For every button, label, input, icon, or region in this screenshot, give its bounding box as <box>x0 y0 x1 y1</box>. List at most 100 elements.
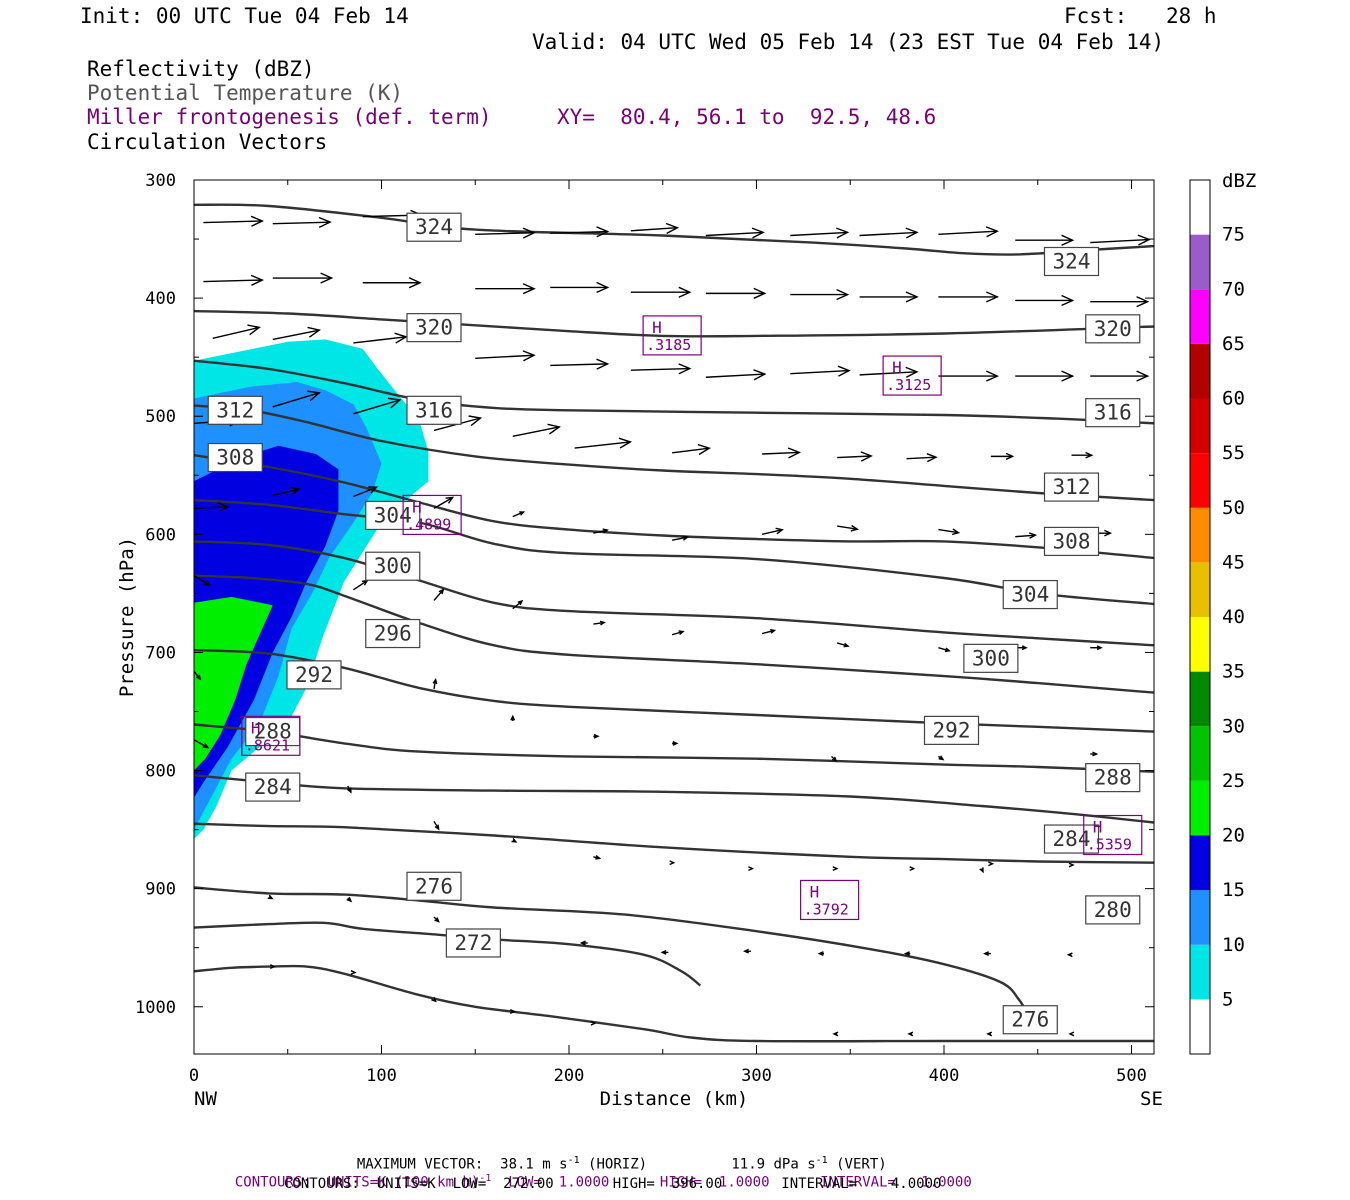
field-frontogenesis: Miller frontogenesis (def. term) <box>87 105 492 129</box>
contour-label-box <box>1085 398 1141 428</box>
vector-head <box>522 283 536 295</box>
colorbar-segment <box>1190 562 1210 617</box>
vector-shaft <box>837 455 872 459</box>
circulation-vector <box>790 288 850 301</box>
circulation-vector <box>660 949 669 955</box>
vector-shaft <box>705 373 765 378</box>
circulation-vector <box>1090 234 1151 246</box>
circulation-vector <box>832 866 839 872</box>
vector-head <box>307 326 321 338</box>
vector-shaft <box>194 575 210 586</box>
circulation-vector <box>790 227 850 239</box>
circulation-vector <box>433 916 440 923</box>
colorbar-segment <box>1190 343 1210 399</box>
circulation-vector <box>194 739 210 749</box>
x-tick-label: 500 <box>1116 1066 1147 1086</box>
vector-shaft <box>938 647 950 652</box>
contour-label-text: 284 <box>1053 827 1091 851</box>
contour-label: 292 <box>286 660 342 690</box>
circulation-vector <box>353 332 408 344</box>
circulation-vector <box>194 670 202 681</box>
forecast-hour: 28 h <box>1166 4 1217 28</box>
contour-label: 300 <box>963 643 1019 673</box>
vector-shaft <box>550 363 608 367</box>
vector-head <box>1028 532 1038 539</box>
vector-shaft <box>475 354 535 360</box>
max-vector-end: (VERT) <box>827 1156 887 1173</box>
circulation-vector <box>510 1009 517 1014</box>
frontogenesis-max: H.8621 <box>241 715 301 756</box>
frontogenesis-value: .3185 <box>646 336 691 354</box>
vector-head <box>217 502 230 513</box>
vector-head <box>753 369 767 381</box>
vector-head <box>850 524 860 532</box>
contour-label-box <box>1043 526 1100 557</box>
vector-head <box>944 647 951 653</box>
vector-head <box>596 358 610 370</box>
contour-label-box <box>1085 314 1141 344</box>
vector-head <box>832 1031 839 1037</box>
colorbar-segment <box>1190 944 1210 1000</box>
vector-head <box>590 1020 597 1026</box>
vector-shaft <box>593 529 608 534</box>
circulation-vector <box>903 951 911 957</box>
vector-head <box>346 896 353 903</box>
vector-head <box>986 370 1000 382</box>
vector-shaft <box>550 230 608 234</box>
contour-label-box <box>207 442 263 473</box>
theta-contour-276 <box>194 886 1030 1017</box>
circulation-vector <box>1068 862 1075 868</box>
vector-head <box>951 528 961 536</box>
valid-time: Valid: 04 UTC Wed 05 Feb 14 (23 EST Tue … <box>532 30 1165 54</box>
circulation-vector <box>475 350 536 362</box>
circulation-vector <box>837 451 873 462</box>
contour-label-text: 312 <box>1053 475 1091 499</box>
vector-head <box>1092 751 1099 757</box>
vector-head <box>1005 452 1015 460</box>
contour-label-text: 308 <box>216 446 254 470</box>
circulation-vector <box>475 227 536 239</box>
vector-head <box>938 755 945 761</box>
vector-head <box>1066 952 1073 958</box>
frontogenesis-value: .4899 <box>406 515 451 533</box>
circulation-vector <box>630 363 692 375</box>
vector-shaft <box>705 231 764 237</box>
max-vector-exp1: -1 <box>567 1155 580 1166</box>
circulation-vector <box>353 486 379 498</box>
contour-label-text: 300 <box>972 646 1010 670</box>
vector-head <box>394 332 408 344</box>
colorbar-segment <box>1190 999 1210 1054</box>
vector-head <box>596 281 610 294</box>
frontogenesis-max: H.5359 <box>1083 814 1143 856</box>
forecast-label: Fcst: <box>1064 4 1128 28</box>
contour-label-box <box>406 313 462 343</box>
contour-label: 324 <box>1043 246 1100 277</box>
contour-label: 304 <box>365 500 421 531</box>
contour-label: 324 <box>406 212 462 242</box>
field-vectors: Circulation Vectors <box>87 130 328 154</box>
vector-head <box>618 437 633 449</box>
vector-head <box>307 390 321 402</box>
vector-head <box>1061 234 1075 246</box>
vector-head <box>468 415 483 427</box>
colorbar-label: 50 <box>1222 497 1245 519</box>
contour-label-text: 276 <box>1011 1008 1049 1032</box>
circulation-vector <box>705 287 767 299</box>
vector-head <box>905 291 919 303</box>
vector-shaft <box>593 621 605 625</box>
vector-head <box>837 365 851 377</box>
circulation-vector <box>1090 296 1150 308</box>
circulation-vector <box>761 629 777 635</box>
circulation-vector <box>938 226 1000 238</box>
vector-head <box>368 486 379 494</box>
contour-label: 292 <box>923 715 980 745</box>
contour-label: 296 <box>365 618 421 649</box>
vector-head <box>843 642 850 648</box>
circulation-vector <box>194 502 230 513</box>
vector-head <box>678 286 692 298</box>
contour-label-text: 312 <box>216 398 254 422</box>
contour-label-text: 276 <box>415 874 453 898</box>
vector-head <box>320 272 334 284</box>
circulation-vector <box>831 755 838 763</box>
